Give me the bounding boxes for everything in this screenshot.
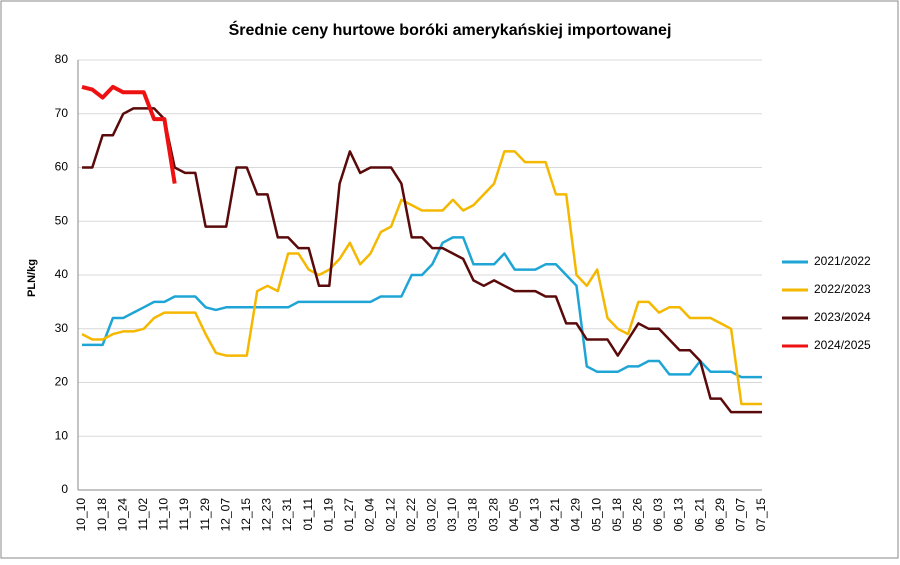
x-tick-label: 03_28 <box>486 498 500 532</box>
y-tick-label: 60 <box>55 160 69 174</box>
x-tick-label: 12_23 <box>260 498 274 532</box>
y-axis-label: PLN/kg <box>26 259 38 297</box>
x-tick-label: 07_07 <box>734 498 748 532</box>
x-tick-label: 02_22 <box>404 498 418 532</box>
x-tick-label: 12_15 <box>239 498 253 532</box>
series-line <box>81 84 177 184</box>
x-tick-label: 06_21 <box>692 498 706 532</box>
y-tick-label: 30 <box>55 321 69 335</box>
x-tick-label: 01_19 <box>321 498 335 532</box>
x-tick-label: 02_12 <box>383 498 397 532</box>
x-tick-label: 10_10 <box>74 498 88 532</box>
y-tick-label: 80 <box>55 52 69 66</box>
x-tick-label: 04_21 <box>548 498 562 532</box>
y-tick-label: 40 <box>55 267 69 281</box>
x-tick-label: 06_13 <box>672 498 686 532</box>
x-tick-label: 11_29 <box>198 498 212 531</box>
x-tick-label: 04_13 <box>528 498 542 532</box>
x-tick-label: 12_07 <box>218 498 232 532</box>
x-tick-label: 05_18 <box>610 498 624 532</box>
y-tick-label: 10 <box>55 428 69 442</box>
legend-label: 2023/2024 <box>814 310 871 324</box>
x-tick-label: 06_03 <box>651 498 665 532</box>
x-tick-label: 01_11 <box>301 498 315 531</box>
x-tick-label: 04_05 <box>507 498 521 532</box>
x-tick-label: 02_04 <box>363 498 377 532</box>
x-tick-label: 04_29 <box>569 498 583 532</box>
x-tick-label: 12_31 <box>280 498 294 532</box>
series-line <box>82 107 762 414</box>
x-tick-label: 03_10 <box>445 498 459 532</box>
y-tick-label: 0 <box>61 482 68 496</box>
chart-title: Średnie ceny hurtowe boróki amerykańskie… <box>229 20 672 39</box>
y-tick-label: 20 <box>55 375 69 389</box>
x-tick-label: 11_10 <box>157 498 171 531</box>
y-tick-label: 50 <box>55 213 69 227</box>
x-tick-label: 05_10 <box>589 498 603 532</box>
series-line <box>81 150 762 406</box>
x-tick-label: 10_24 <box>115 498 129 532</box>
legend-label: 2022/2023 <box>814 282 871 296</box>
x-tick-label: 06_29 <box>713 498 727 532</box>
x-tick-label: 10_18 <box>95 498 109 532</box>
y-tick-label: 70 <box>55 106 69 120</box>
x-tick-label: 01_27 <box>342 498 356 532</box>
x-tick-label: 11_02 <box>136 498 150 531</box>
x-tick-label: 07_15 <box>754 498 768 532</box>
legend-label: 2021/2022 <box>814 254 871 268</box>
x-tick-label: 11_19 <box>177 498 191 531</box>
legend-label: 2024/2025 <box>814 338 871 352</box>
x-tick-label: 03_18 <box>466 498 480 532</box>
x-tick-label: 05_26 <box>631 498 645 532</box>
series-line <box>82 236 762 379</box>
x-tick-label: 03_02 <box>424 498 438 532</box>
